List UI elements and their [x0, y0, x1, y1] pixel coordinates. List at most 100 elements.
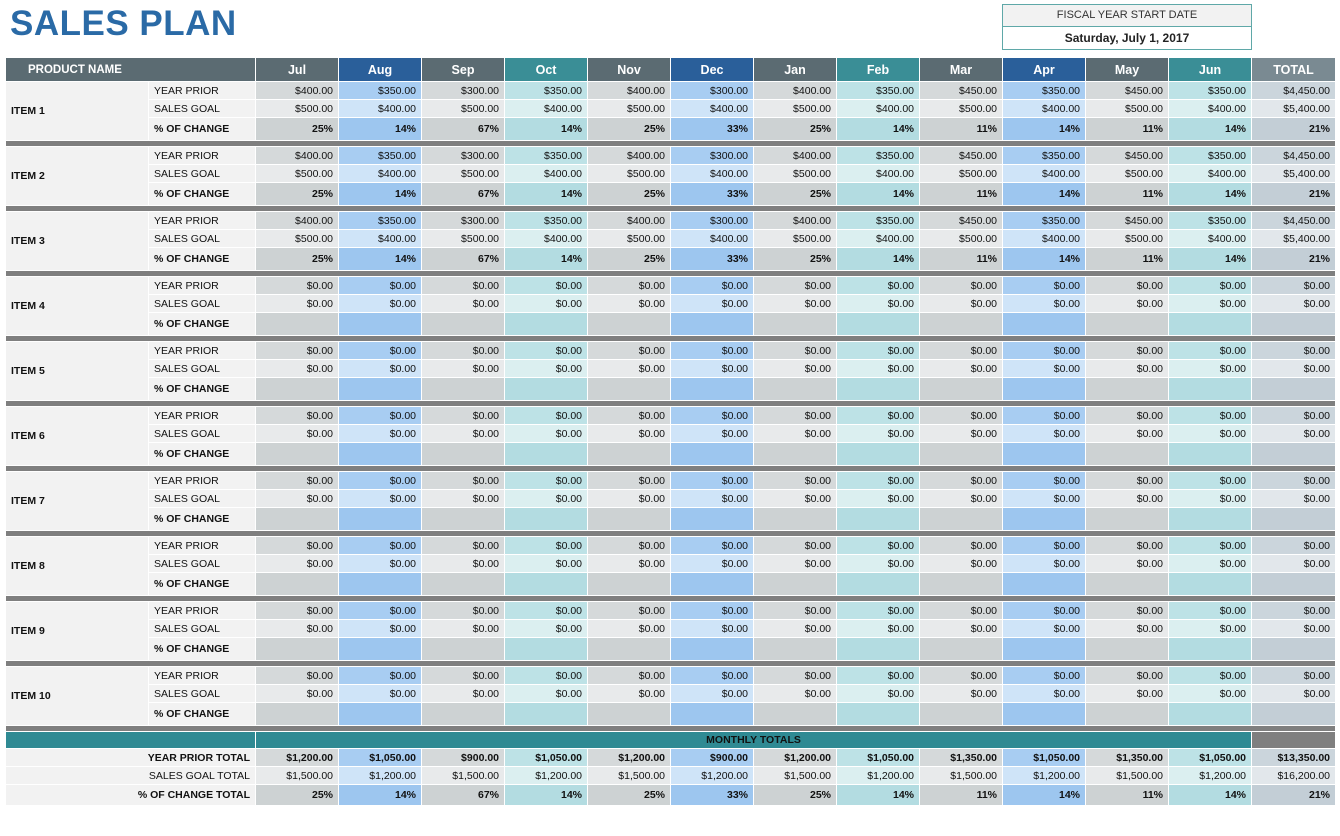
- row-label: SALES GOAL: [147, 424, 257, 443]
- value-cell: $0.00: [836, 666, 921, 685]
- header-month: Jul: [255, 57, 340, 82]
- value-cell: $400.00: [670, 99, 755, 118]
- value-cell: $400.00: [1168, 164, 1253, 183]
- value-cell: $0.00: [1251, 359, 1337, 378]
- value-cell: $0.00: [1251, 424, 1337, 443]
- value-cell: $0.00: [753, 666, 838, 685]
- value-cell: $350.00: [1002, 211, 1087, 230]
- value-cell: 25%: [255, 247, 340, 271]
- value-cell: $0.00: [587, 536, 672, 555]
- item-name: ITEM 10: [5, 666, 149, 726]
- value-cell: $0.00: [338, 666, 423, 685]
- value-cell: $450.00: [919, 81, 1004, 100]
- value-cell: [836, 702, 921, 726]
- value-cell: $500.00: [255, 164, 340, 183]
- totals-cell: $1,200.00: [836, 766, 921, 785]
- value-cell: $0.00: [836, 601, 921, 620]
- value-cell: [255, 702, 340, 726]
- value-cell: $0.00: [421, 489, 506, 508]
- value-cell: [1085, 377, 1170, 401]
- value-cell: $0.00: [1251, 554, 1337, 573]
- value-cell: $400.00: [1002, 99, 1087, 118]
- value-cell: $0.00: [1168, 406, 1253, 425]
- value-cell: [504, 312, 589, 336]
- value-cell: [1251, 637, 1337, 661]
- value-cell: $0.00: [836, 619, 921, 638]
- value-cell: $0.00: [255, 489, 340, 508]
- value-cell: $0.00: [919, 341, 1004, 360]
- item-row: ITEM 1 YEAR PRIOR $400.00 $350.00 $300.00 $35…: [5, 81, 1337, 141]
- row-label: SALES GOAL: [147, 294, 257, 313]
- row-label: YEAR PRIOR: [147, 146, 257, 165]
- value-cell: $0.00: [919, 471, 1004, 490]
- value-cell: 11%: [1085, 182, 1170, 206]
- value-cell: $0.00: [1168, 684, 1253, 703]
- value-cell: 14%: [836, 247, 921, 271]
- value-cell: [1168, 507, 1253, 531]
- value-cell: [1002, 507, 1087, 531]
- value-cell: $0.00: [1002, 619, 1087, 638]
- totals-cell: 25%: [587, 784, 672, 806]
- value-cell: [836, 312, 921, 336]
- value-cell: $0.00: [587, 359, 672, 378]
- value-cell: [753, 637, 838, 661]
- value-cell: $0.00: [338, 684, 423, 703]
- value-cell: $0.00: [255, 666, 340, 685]
- value-cell: $0.00: [836, 684, 921, 703]
- value-cell: [587, 312, 672, 336]
- value-cell: $400.00: [504, 229, 589, 248]
- value-cell: $5,400.00: [1251, 164, 1337, 183]
- value-cell: $0.00: [919, 359, 1004, 378]
- value-cell: $0.00: [919, 276, 1004, 295]
- value-cell: $0.00: [1002, 471, 1087, 490]
- totals-cell: 11%: [1085, 784, 1170, 806]
- value-cell: $0.00: [504, 536, 589, 555]
- row-label: SALES GOAL: [147, 164, 257, 183]
- value-cell: $0.00: [504, 406, 589, 425]
- value-cell: [255, 507, 340, 531]
- value-cell: $0.00: [919, 684, 1004, 703]
- value-cell: $400.00: [836, 229, 921, 248]
- value-cell: $0.00: [919, 406, 1004, 425]
- value-cell: $0.00: [1085, 666, 1170, 685]
- totals-cell: $1,200.00: [338, 766, 423, 785]
- value-cell: $350.00: [504, 146, 589, 165]
- value-cell: $400.00: [836, 164, 921, 183]
- value-cell: [421, 507, 506, 531]
- value-cell: $0.00: [1002, 406, 1087, 425]
- fiscal-date[interactable]: Saturday, July 1, 2017: [1064, 31, 1190, 45]
- value-cell: [753, 702, 838, 726]
- header-month: Jan: [753, 57, 838, 82]
- value-cell: 11%: [919, 182, 1004, 206]
- value-cell: $400.00: [587, 146, 672, 165]
- value-cell: [919, 507, 1004, 531]
- value-cell: $0.00: [836, 276, 921, 295]
- totals-cell: $1,500.00: [1085, 766, 1170, 785]
- value-cell: $0.00: [587, 684, 672, 703]
- totals-cell: $1,050.00: [504, 748, 589, 767]
- value-cell: $300.00: [670, 146, 755, 165]
- header-month: May: [1085, 57, 1170, 82]
- value-cell: [1168, 442, 1253, 466]
- value-cell: $0.00: [338, 276, 423, 295]
- value-cell: 11%: [919, 117, 1004, 141]
- value-cell: $400.00: [1168, 99, 1253, 118]
- value-cell: $400.00: [338, 99, 423, 118]
- value-cell: 67%: [421, 117, 506, 141]
- item-name: ITEM 2: [5, 146, 149, 206]
- totals-cell: $1,200.00: [1168, 766, 1253, 785]
- value-cell: $0.00: [1085, 406, 1170, 425]
- totals-cell: 25%: [753, 784, 838, 806]
- value-cell: $0.00: [421, 619, 506, 638]
- value-cell: [753, 312, 838, 336]
- item-row: ITEM 7 YEAR PRIOR $0.00 $0.00 $0.00 $0.00 $0.0…: [5, 471, 1337, 531]
- item-row: SALES GOAL $500.00 $400.00 $500.00 $400.00 $5…: [6, 99, 1337, 118]
- value-cell: $500.00: [1085, 164, 1170, 183]
- value-cell: $0.00: [1168, 471, 1253, 490]
- value-cell: $0.00: [670, 489, 755, 508]
- row-label: SALES GOAL: [147, 554, 257, 573]
- value-cell: [753, 572, 838, 596]
- value-cell: [836, 572, 921, 596]
- value-cell: [670, 312, 755, 336]
- value-cell: 33%: [670, 182, 755, 206]
